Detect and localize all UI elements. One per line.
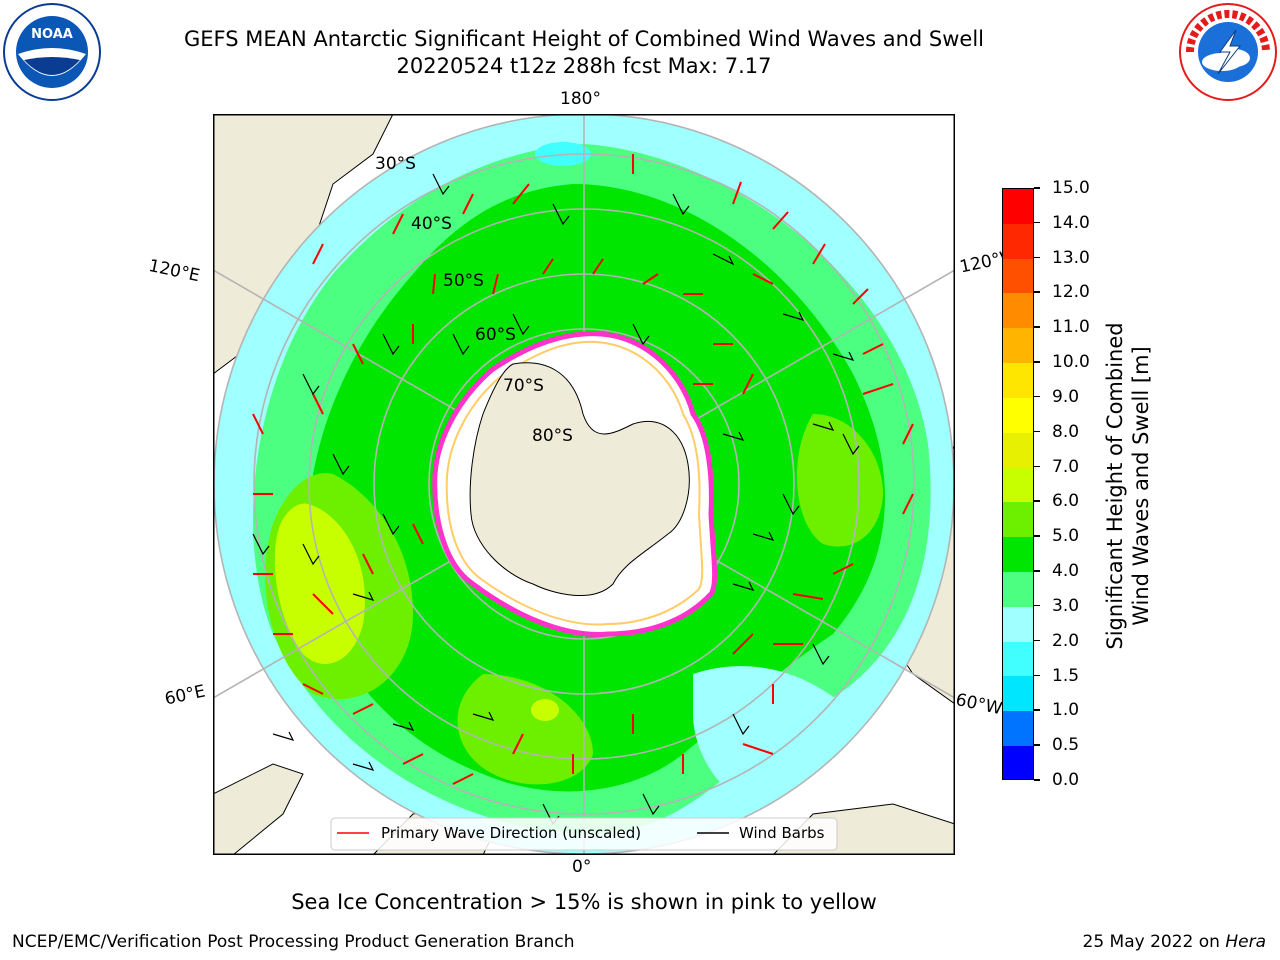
legend-barb-label: Wind Barbs	[739, 824, 825, 842]
colorbar-tick-label: 5.0	[1052, 526, 1080, 547]
colorbar-tick-label: 12.0	[1052, 282, 1090, 303]
colorbar-tick-label: 14.0	[1052, 212, 1090, 233]
national-weather-service-logo	[1179, 3, 1277, 101]
colorbar-ticks: 0.0 0.5 1.0 1.5 2.0 3.0 4.0 5.0 6.0 7.0 8.0 9.0 10.0…	[1034, 178, 1104, 790]
lat-label-60s: 60°S	[475, 325, 516, 345]
colorbar-tick: 14.0	[1034, 213, 1104, 233]
colorbar-tick-label: 10.0	[1052, 352, 1090, 373]
chart-subtitle: 20220524 t12z 288h fcst Max: 7.17	[396, 54, 772, 78]
colorbar-tick: 10.0	[1034, 352, 1104, 372]
colorbar-segment	[1003, 432, 1033, 468]
legend-wave-label: Primary Wave Direction (unscaled)	[381, 824, 641, 842]
colorbar-tick: 5.0	[1034, 526, 1104, 546]
svg-text:NOAA: NOAA	[31, 27, 73, 42]
colorbar-tick: 3.0	[1034, 596, 1104, 616]
lon-label-120e: 120°E	[146, 256, 202, 287]
colorbar-tick-label: 9.0	[1052, 386, 1080, 407]
colorbar-segment	[1003, 711, 1033, 746]
lat-label-80s: 80°S	[532, 426, 573, 446]
colorbar-tick-label: 6.0	[1052, 491, 1080, 512]
lon-label-0: 0°	[572, 857, 592, 877]
lat-label-30s: 30°S	[375, 154, 416, 174]
colorbar-tick-label: 0.5	[1052, 735, 1080, 756]
lat-label-40s: 40°S	[411, 214, 452, 234]
colorbar-tick: 7.0	[1034, 457, 1104, 477]
footer-host: Hera	[1225, 932, 1266, 952]
polar-map: 30°S 40°S 50°S 60°S 70°S 80°S Primary Wa…	[213, 114, 955, 855]
lon-label-60e: 60°E	[163, 681, 208, 710]
colorbar-segment	[1003, 189, 1033, 224]
colorbar-tick: 1.0	[1034, 700, 1104, 720]
colorbar-segment	[1003, 328, 1033, 364]
colorbar-tick: 8.0	[1034, 422, 1104, 442]
colorbar-tick: 4.0	[1034, 561, 1104, 581]
colorbar-tick-label: 8.0	[1052, 421, 1080, 442]
colorbar-tick: 2.0	[1034, 631, 1104, 651]
colorbar-tick-label: 7.0	[1052, 456, 1080, 477]
antarctica	[432, 331, 718, 637]
colorbar-tick-label: 13.0	[1052, 247, 1090, 268]
footer-date-text: 25 May 2022 on	[1082, 932, 1220, 952]
colorbar-label: Significant Height of Combined Wind Wave…	[1102, 236, 1154, 736]
colorbar-tick: 13.0	[1034, 248, 1104, 268]
colorbar-tick-label: 4.0	[1052, 561, 1080, 582]
colorbar-tick: 1.5	[1034, 666, 1104, 686]
chart-title: GEFS MEAN Antarctic Significant Height o…	[183, 27, 985, 51]
sea-ice-note: Sea Ice Concentration > 15% is shown in …	[291, 890, 877, 914]
colorbar-segment	[1003, 571, 1033, 607]
colorbar-segment	[1003, 467, 1033, 503]
lon-label-60w: 60°W	[953, 690, 1004, 720]
colorbar-tick-label: 0.0	[1052, 770, 1080, 790]
colorbar-segment	[1003, 641, 1033, 677]
lat-label-50s: 50°S	[443, 271, 484, 291]
colorbar-label-line2: Wind Waves and Swell [m]	[1129, 346, 1153, 626]
map-legend: Primary Wave Direction (unscaled) Wind B…	[330, 817, 838, 851]
noaa-logo: NOAA	[3, 3, 101, 101]
colorbar-tick-label: 1.5	[1052, 665, 1080, 686]
colorbar-tick: 11.0	[1034, 317, 1104, 337]
colorbar-segment	[1003, 397, 1033, 433]
colorbar-tick: 9.0	[1034, 387, 1104, 407]
footer-credit: NCEP/EMC/Verification Post Processing Pr…	[12, 932, 575, 952]
colorbar-tick-label: 2.0	[1052, 630, 1080, 651]
colorbar-segment	[1003, 746, 1033, 779]
colorbar-tick: 15.0	[1034, 178, 1104, 198]
colorbar-tick: 0.0	[1034, 770, 1104, 790]
colorbar-tick: 0.5	[1034, 735, 1104, 755]
colorbar-segment	[1003, 293, 1033, 329]
colorbar-segment	[1003, 223, 1033, 259]
colorbar-segment	[1003, 606, 1033, 642]
colorbar-segment	[1003, 258, 1033, 294]
colorbar-tick: 6.0	[1034, 491, 1104, 511]
colorbar-tick-label: 3.0	[1052, 595, 1080, 616]
wave-arrows	[252, 154, 914, 785]
colorbar	[1002, 188, 1034, 780]
wave-height-field	[214, 114, 954, 854]
colorbar-tick: 12.0	[1034, 282, 1104, 302]
colorbar-segment	[1003, 676, 1033, 712]
footer-date: 25 May 2022 on Hera	[1083, 932, 1267, 952]
latitude-labels: 30°S 40°S 50°S 60°S 70°S 80°S	[375, 154, 573, 446]
colorbar-segment	[1003, 502, 1033, 538]
colorbar-tick-label: 15.0	[1052, 178, 1090, 198]
colorbar-tick-label: 1.0	[1052, 700, 1080, 721]
colorbar-tick-label: 11.0	[1052, 317, 1090, 338]
colorbar-segment	[1003, 537, 1033, 572]
colorbar-segment	[1003, 363, 1033, 398]
colorbar-label-line1: Significant Height of Combined	[1103, 322, 1127, 650]
lon-label-180: 180°	[560, 89, 601, 109]
lat-label-70s: 70°S	[503, 376, 544, 396]
